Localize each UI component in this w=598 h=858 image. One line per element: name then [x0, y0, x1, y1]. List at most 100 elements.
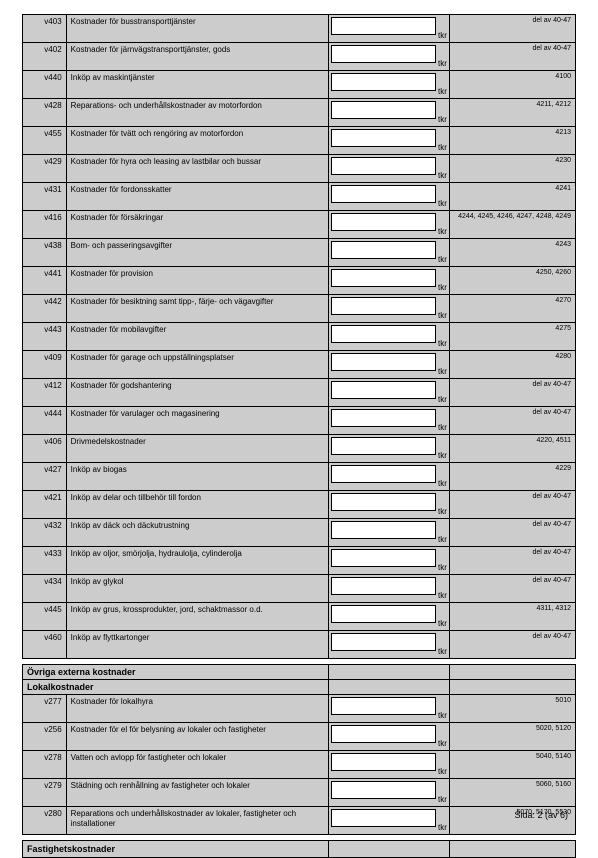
row-desc: Städning och renhållning av fastigheter … — [66, 779, 328, 807]
row-desc: Inköp av däck och däckutrustning — [66, 519, 328, 547]
table-row: v441Kostnader för provisiontkr4250, 4260 — [23, 267, 576, 295]
row-code: v438 — [23, 239, 67, 267]
amount-input[interactable] — [331, 297, 436, 315]
unit-label: tkr — [438, 647, 449, 657]
row-code: v441 — [23, 267, 67, 295]
row-input-cell: tkr — [328, 575, 449, 603]
amount-input[interactable] — [331, 129, 436, 147]
unit-label: tkr — [438, 59, 449, 69]
unit-label: tkr — [438, 31, 449, 41]
table-row: v412Kostnader för godshanteringtkrdel av… — [23, 379, 576, 407]
row-note: del av 40-47 — [449, 43, 575, 71]
amount-input[interactable] — [331, 605, 436, 623]
amount-input[interactable] — [331, 101, 436, 119]
unit-label: tkr — [438, 795, 449, 805]
row-code: v434 — [23, 575, 67, 603]
row-note: 4275 — [449, 323, 575, 351]
table-row: v460Inköp av flyttkartongertkrdel av 40-… — [23, 631, 576, 659]
table-row: v421Inköp av delar och tillbehör till fo… — [23, 491, 576, 519]
row-note: 4213 — [449, 127, 575, 155]
unit-label: tkr — [438, 451, 449, 461]
amount-input[interactable] — [331, 213, 436, 231]
amount-input[interactable] — [331, 781, 436, 799]
row-input-cell: tkr — [328, 267, 449, 295]
amount-input[interactable] — [331, 353, 436, 371]
row-input-cell: tkr — [328, 695, 449, 723]
amount-input[interactable] — [331, 45, 436, 63]
row-note: del av 40-47 — [449, 407, 575, 435]
amount-input[interactable] — [331, 409, 436, 427]
row-input-cell: tkr — [328, 519, 449, 547]
row-note: 4220, 4511 — [449, 435, 575, 463]
unit-label: tkr — [438, 255, 449, 265]
row-input-cell: tkr — [328, 99, 449, 127]
row-input-cell: tkr — [328, 435, 449, 463]
amount-input[interactable] — [331, 549, 436, 567]
table-row: v280Reparations och underhållskostnader … — [23, 807, 576, 835]
table-row: v428Reparations- och underhållskostnader… — [23, 99, 576, 127]
amount-input[interactable] — [331, 437, 436, 455]
unit-label: tkr — [438, 115, 449, 125]
table-row: v409Kostnader för garage och uppställnin… — [23, 351, 576, 379]
row-desc: Kostnader för provision — [66, 267, 328, 295]
row-note: 5060, 5160 — [449, 779, 575, 807]
row-note: 4230 — [449, 155, 575, 183]
row-desc: Inköp av flyttkartonger — [66, 631, 328, 659]
row-input-cell: tkr — [328, 127, 449, 155]
row-input-cell: tkr — [328, 779, 449, 807]
row-code: v440 — [23, 71, 67, 99]
row-input-cell: tkr — [328, 631, 449, 659]
row-desc: Kostnader för mobilavgifter — [66, 323, 328, 351]
row-input-cell: tkr — [328, 807, 449, 835]
amount-input[interactable] — [331, 521, 436, 539]
row-code: v416 — [23, 211, 67, 239]
unit-label: tkr — [438, 479, 449, 489]
unit-label: tkr — [438, 367, 449, 377]
row-desc: Inköp av delar och tillbehör till fordon — [66, 491, 328, 519]
unit-label: tkr — [438, 339, 449, 349]
row-code: v412 — [23, 379, 67, 407]
row-note: del av 40-47 — [449, 547, 575, 575]
row-code: v277 — [23, 695, 67, 723]
row-note: 4280 — [449, 351, 575, 379]
row-code: v442 — [23, 295, 67, 323]
amount-input[interactable] — [331, 753, 436, 771]
amount-input[interactable] — [331, 185, 436, 203]
table-row: v427Inköp av biogastkr4229 — [23, 463, 576, 491]
table-row: v431Kostnader för fordonsskattertkr4241 — [23, 183, 576, 211]
amount-input[interactable] — [331, 809, 436, 827]
amount-input[interactable] — [331, 157, 436, 175]
amount-input[interactable] — [331, 465, 436, 483]
row-code: v431 — [23, 183, 67, 211]
row-input-cell: tkr — [328, 603, 449, 631]
table-row: v438Bom- och passeringsavgiftertkr4243 — [23, 239, 576, 267]
unit-label: tkr — [438, 535, 449, 545]
row-desc: Kostnader för försäkringar — [66, 211, 328, 239]
amount-input[interactable] — [331, 73, 436, 91]
row-note: 4229 — [449, 463, 575, 491]
amount-input[interactable] — [331, 493, 436, 511]
amount-input[interactable] — [331, 697, 436, 715]
table-row: v432Inköp av däck och däckutrustningtkrd… — [23, 519, 576, 547]
amount-input[interactable] — [331, 577, 436, 595]
row-note: del av 40-47 — [449, 575, 575, 603]
amount-input[interactable] — [331, 325, 436, 343]
row-code: v280 — [23, 807, 67, 835]
amount-input[interactable] — [331, 381, 436, 399]
row-desc: Kostnader för järnvägstransporttjänster,… — [66, 43, 328, 71]
row-desc: Inköp av maskintjänster — [66, 71, 328, 99]
row-code: v432 — [23, 519, 67, 547]
row-code: v256 — [23, 723, 67, 751]
section-fastighets: Fastighetskostnader — [23, 841, 576, 858]
amount-input[interactable] — [331, 633, 436, 651]
amount-input[interactable] — [331, 17, 436, 35]
amount-input[interactable] — [331, 725, 436, 743]
amount-input[interactable] — [331, 269, 436, 287]
row-input-cell: tkr — [328, 239, 449, 267]
row-note: 4241 — [449, 183, 575, 211]
lokal-title: Lokalkostnader — [23, 680, 329, 695]
row-input-cell: tkr — [328, 15, 449, 43]
table-row: v429Kostnader för hyra och leasing av la… — [23, 155, 576, 183]
row-input-cell: tkr — [328, 723, 449, 751]
amount-input[interactable] — [331, 241, 436, 259]
